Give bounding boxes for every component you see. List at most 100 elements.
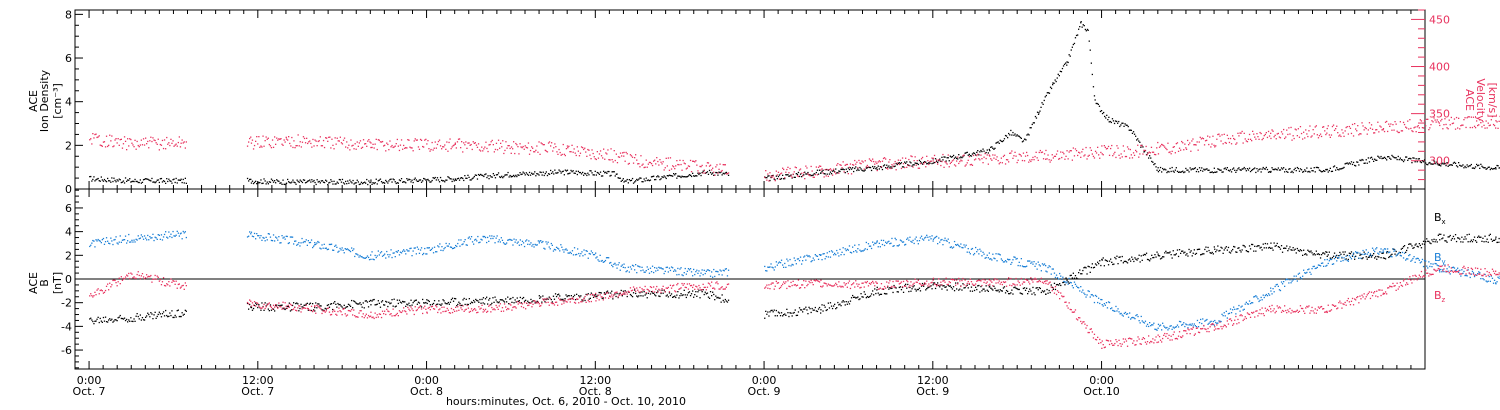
velocity-point — [925, 166, 927, 168]
density-point — [1246, 168, 1249, 170]
velocity-point — [265, 136, 267, 138]
density-point — [1080, 22, 1082, 24]
density-point — [1207, 169, 1209, 171]
velocity-point — [465, 141, 467, 143]
velocity-point — [1014, 151, 1016, 153]
density-point — [270, 178, 273, 180]
density-point — [103, 178, 106, 181]
density-point — [579, 171, 582, 174]
velocity-point — [1173, 146, 1175, 148]
density-point — [1135, 135, 1137, 137]
density-point — [1336, 167, 1338, 169]
density-point — [1059, 70, 1061, 72]
velocity-point — [1223, 133, 1225, 135]
density-point — [506, 174, 508, 176]
density-point — [653, 175, 655, 177]
density-point — [418, 179, 421, 181]
density-point — [896, 163, 898, 166]
velocity-point — [986, 154, 988, 156]
density-point — [252, 182, 255, 185]
density-point — [825, 168, 827, 171]
velocity-point — [887, 168, 889, 170]
density-point — [620, 180, 622, 182]
velocity-point — [518, 153, 520, 155]
velocity-point — [1135, 149, 1137, 152]
velocity-point — [141, 144, 144, 146]
velocity-point — [551, 142, 553, 144]
density-point — [108, 180, 110, 182]
density-point — [1211, 171, 1213, 173]
density-point — [338, 178, 340, 181]
velocity-point — [153, 139, 155, 141]
velocity-point — [1464, 117, 1466, 119]
density-point — [306, 181, 308, 183]
velocity-point — [692, 160, 694, 162]
velocity-point — [533, 151, 535, 153]
velocity-point — [813, 176, 815, 178]
velocity-point — [1344, 130, 1346, 132]
y-tick-label: 6 — [65, 52, 72, 65]
velocity-point — [906, 166, 908, 168]
density-point — [826, 173, 828, 175]
density-point — [847, 167, 849, 169]
velocity-point — [1278, 136, 1281, 138]
velocity-point — [783, 168, 785, 171]
density-point — [905, 162, 907, 164]
velocity-point — [124, 140, 127, 142]
velocity-point — [1058, 158, 1060, 160]
density-point — [129, 178, 131, 180]
density-point — [624, 180, 626, 182]
density-velocity-points — [89, 21, 1500, 186]
density-point — [1093, 95, 1096, 97]
density-point — [1121, 122, 1123, 124]
velocity-point — [882, 157, 885, 160]
velocity-point — [133, 146, 135, 148]
density-point — [423, 177, 425, 180]
density-point — [353, 183, 355, 185]
density-point — [160, 177, 163, 180]
density-point — [1371, 158, 1374, 160]
velocity-point — [856, 161, 858, 163]
velocity-point — [1431, 120, 1433, 122]
density-point — [253, 181, 256, 184]
velocity-point — [418, 148, 421, 150]
density-point — [798, 175, 801, 178]
density-point — [1410, 158, 1412, 160]
density-point — [1446, 162, 1448, 164]
density-point — [1089, 49, 1091, 51]
velocity-point — [379, 141, 382, 143]
density-point — [891, 167, 893, 169]
density-point — [349, 179, 351, 181]
density-point — [1335, 169, 1337, 171]
velocity-point — [1487, 122, 1489, 124]
density-point — [1067, 61, 1069, 64]
density-point — [943, 156, 945, 158]
velocity-point — [143, 144, 146, 146]
velocity-point — [1255, 138, 1257, 140]
velocity-point — [914, 156, 916, 158]
velocity-point — [707, 162, 710, 164]
velocity-point — [1019, 154, 1021, 156]
density-point — [1151, 160, 1153, 163]
velocity-point — [655, 163, 657, 165]
velocity-point — [1457, 127, 1459, 129]
velocity-point — [284, 141, 286, 143]
velocity-point — [455, 147, 457, 149]
velocity-point — [524, 145, 526, 147]
velocity-point — [318, 140, 320, 142]
velocity-point — [1125, 155, 1128, 158]
velocity-point — [942, 153, 944, 156]
velocity-point — [261, 146, 263, 148]
density-point — [1172, 170, 1174, 172]
velocity-point — [377, 139, 379, 141]
density-point — [124, 177, 127, 179]
density-point — [1047, 92, 1050, 94]
density-point — [813, 173, 815, 175]
velocity-point — [1259, 131, 1261, 134]
velocity-point — [657, 160, 659, 163]
density-point — [787, 174, 789, 176]
density-point — [1299, 168, 1302, 170]
velocity-point — [315, 140, 317, 142]
velocity-point — [835, 173, 837, 175]
